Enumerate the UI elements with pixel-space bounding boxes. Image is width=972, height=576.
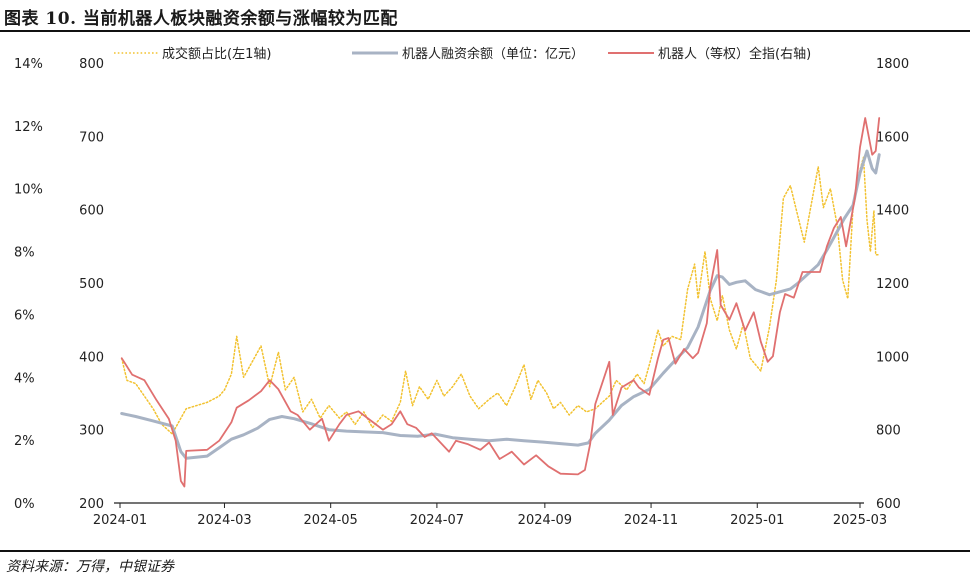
left2-tick-label: 600 <box>79 204 104 219</box>
series-line-turnover-share <box>120 156 880 435</box>
left1-tick-label: 2% <box>14 434 35 449</box>
legend-label-index: 机器人（等权）全指(右轴) <box>658 46 811 62</box>
left2-tick-label: 300 <box>79 424 104 439</box>
x-tick-label: 2024-05 <box>304 513 358 528</box>
bottom-rule <box>0 550 970 552</box>
left1-tick-label: 10% <box>14 183 43 198</box>
left1-tick-label: 0% <box>14 497 35 512</box>
left1-tick-label: 4% <box>14 371 35 386</box>
x-tick-label: 2025-01 <box>730 513 784 528</box>
top-rule <box>0 30 970 32</box>
x-tick-label: 2025-03 <box>833 513 887 528</box>
right-tick-label: 1400 <box>876 204 909 219</box>
right-tick-label: 1200 <box>876 277 909 292</box>
right-tick-label: 1800 <box>876 57 909 72</box>
source-note: 资料来源：万得，中银证券 <box>6 559 174 575</box>
left2-tick-label: 800 <box>79 57 104 72</box>
right-tick-label: 800 <box>876 424 901 439</box>
left1-tick-label: 6% <box>14 308 35 323</box>
right-tick-label: 1600 <box>876 130 909 145</box>
left1-tick-label: 8% <box>14 246 35 261</box>
left1-tick-label: 14% <box>14 57 43 72</box>
figure-title: 图表 10. 当前机器人板块融资余额与涨幅较为匹配 <box>4 9 398 29</box>
right-tick-label: 600 <box>876 497 901 512</box>
right-tick-label: 1000 <box>876 350 909 365</box>
legend-label-margin: 机器人融资余额（单位：亿元） <box>402 46 584 62</box>
axes: 2024-01 2024-03 2024-05 2024-07 2024-09 2024-… <box>14 57 909 528</box>
legend-label-turnover: 成交额占比(左1轴) <box>162 46 271 62</box>
x-tick-label: 2024-01 <box>93 513 147 528</box>
left2-tick-label: 400 <box>79 350 104 365</box>
left2-tick-label: 700 <box>79 130 104 145</box>
x-tick-label: 2024-03 <box>197 513 251 528</box>
series-line-margin-balance <box>120 149 881 460</box>
series-layer <box>120 117 881 488</box>
chart: 成交额占比(左1轴) 机器人融资余额（单位：亿元） 机器人（等权）全指(右轴) … <box>14 46 909 528</box>
series-line-robot-index <box>120 117 881 488</box>
left2-tick-label: 200 <box>79 497 104 512</box>
left1-tick-label: 12% <box>14 120 43 135</box>
x-tick-label: 2024-07 <box>410 513 464 528</box>
left2-tick-label: 500 <box>79 277 104 292</box>
legend: 成交额占比(左1轴) 机器人融资余额（单位：亿元） 机器人（等权）全指(右轴) <box>114 46 811 62</box>
x-tick-label: 2024-09 <box>518 513 572 528</box>
x-tick-label: 2024-11 <box>624 513 678 528</box>
